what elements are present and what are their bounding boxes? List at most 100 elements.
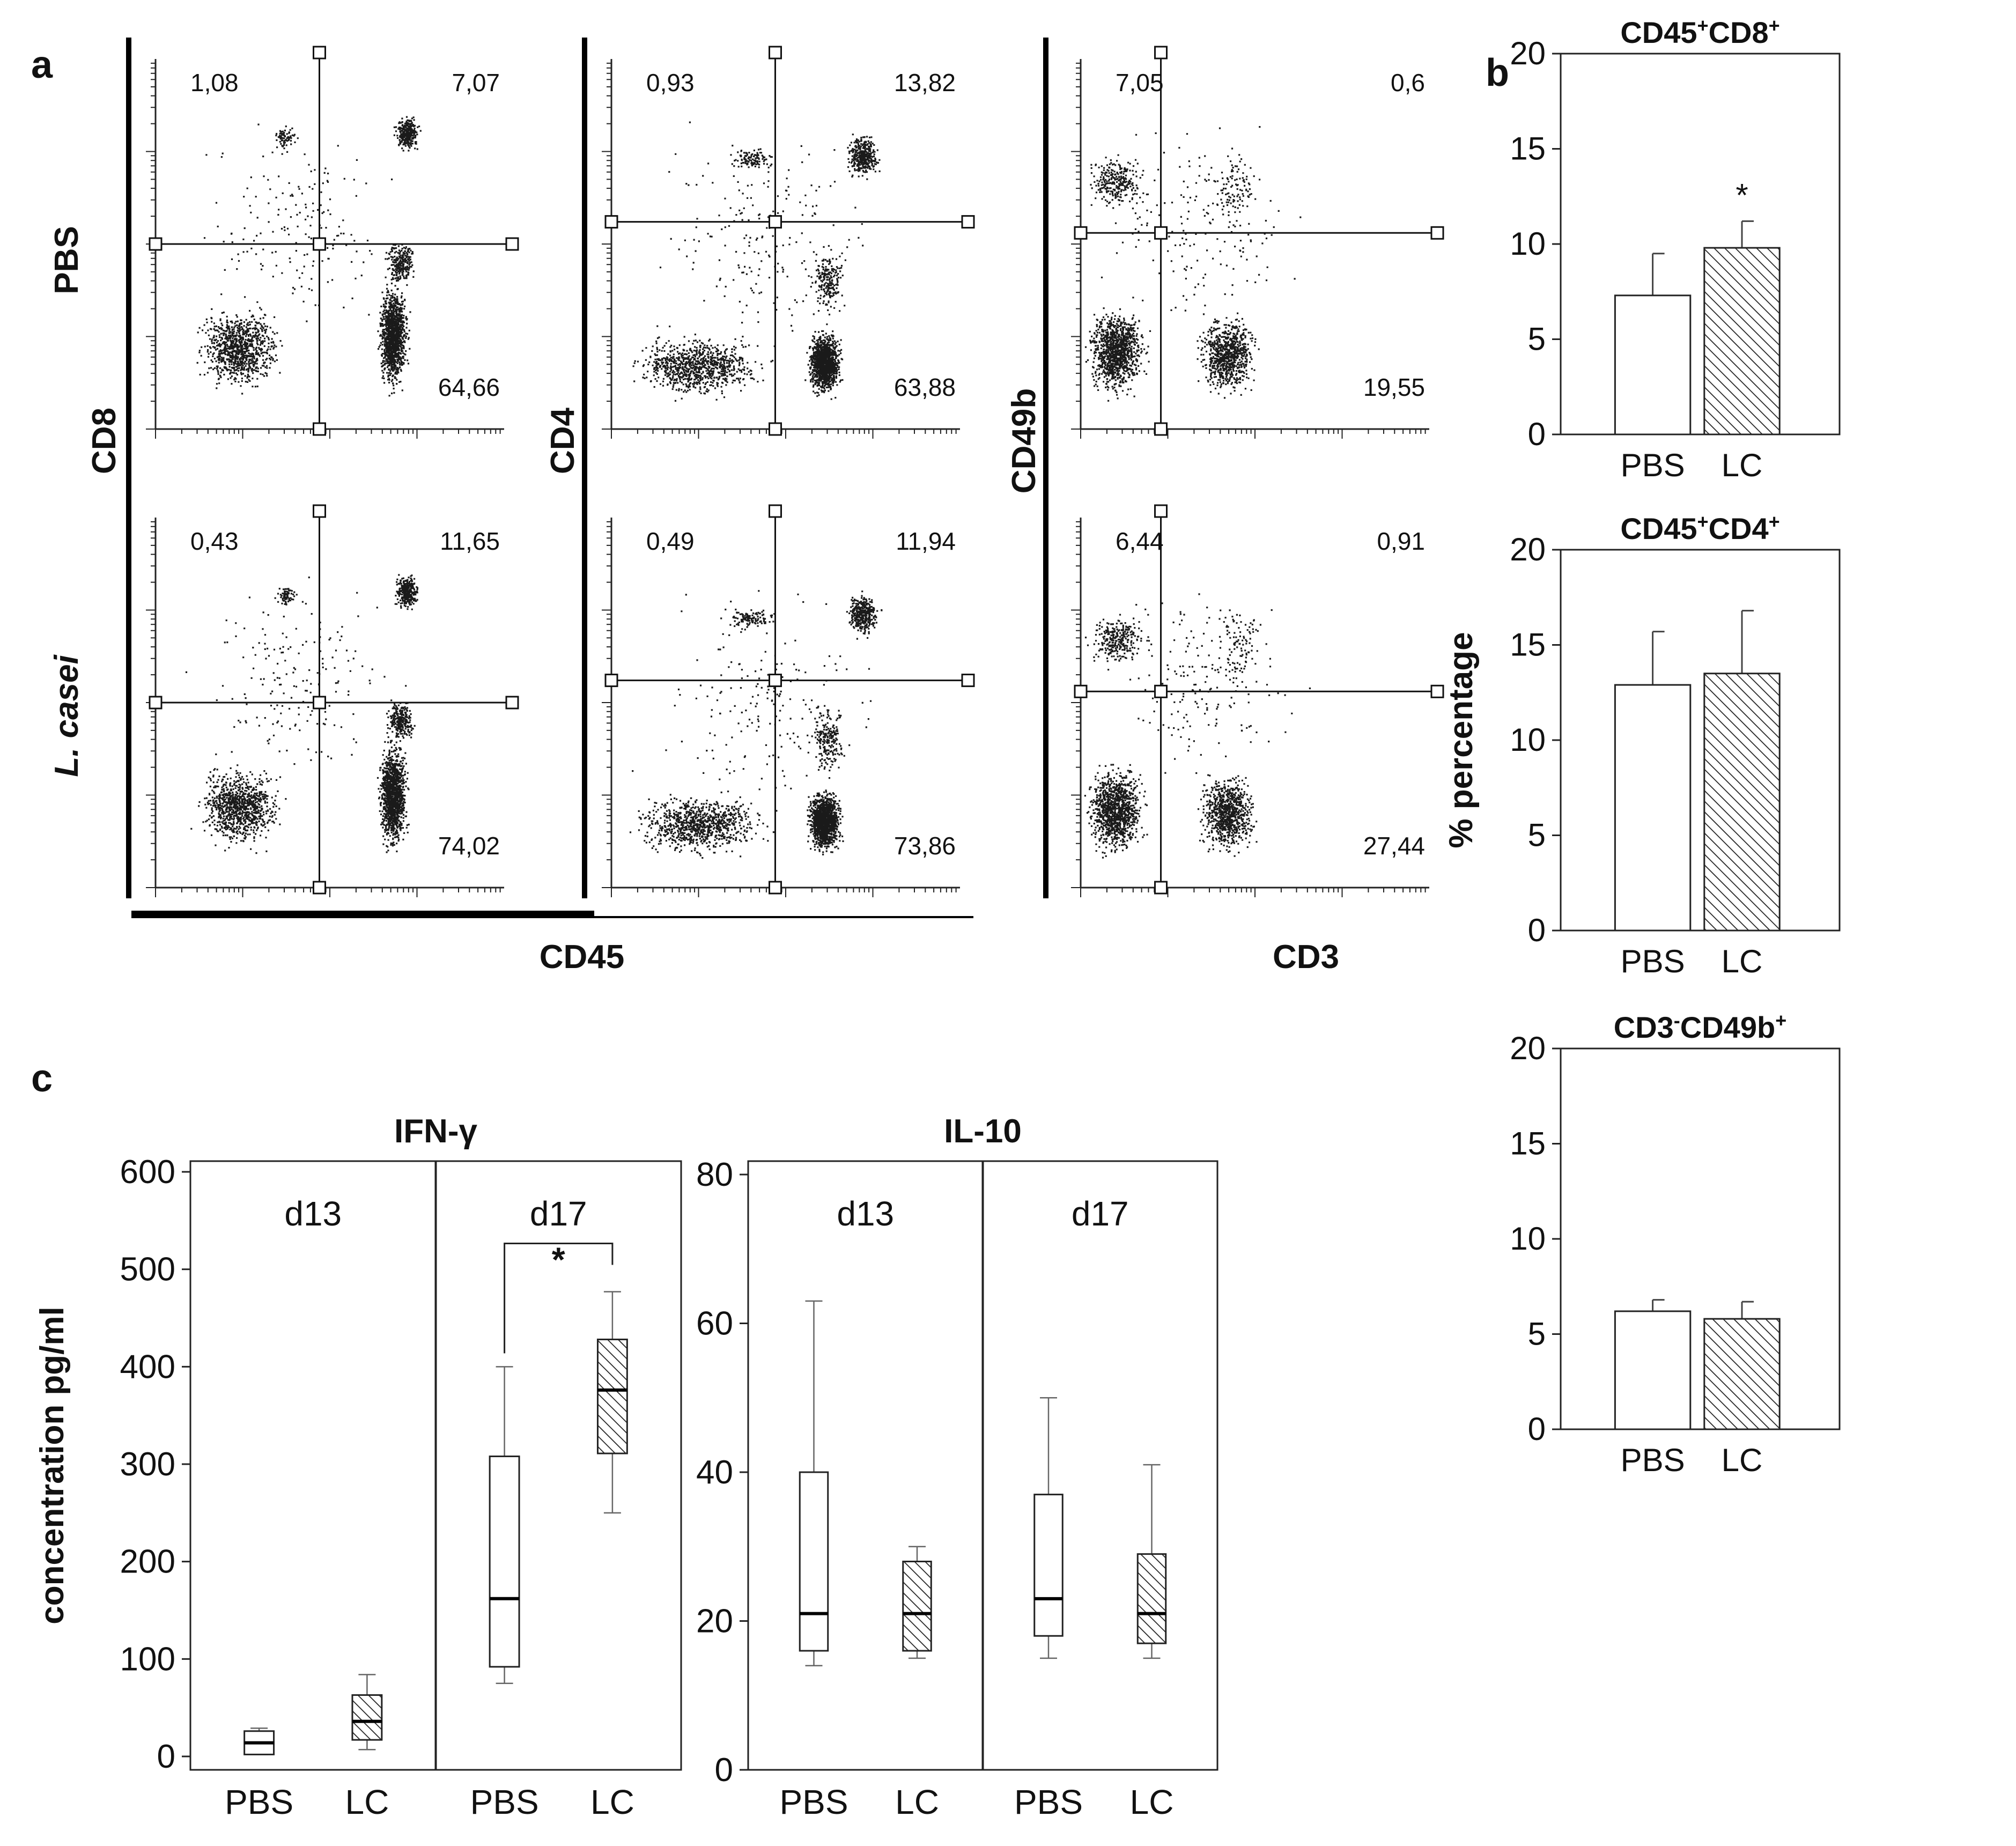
- bar-chart-panel: CD45+CD8+ 0 5 10 15 20 PBS LC * CD45+CD4+ 0 5 10 15 20…: [1443, 14, 1841, 1478]
- y-tick-label: 20: [1510, 35, 1546, 71]
- y-tick-label: 100: [120, 1641, 175, 1678]
- panel-label-a: a: [31, 43, 53, 86]
- group-label: d17: [530, 1194, 587, 1233]
- y-tick-label: 5: [1528, 1316, 1546, 1352]
- gate-handle: [313, 504, 326, 518]
- y-tick-label: 200: [120, 1544, 175, 1581]
- x-tick-label: PBS: [225, 1783, 293, 1821]
- flow-plot-cd8-row2: 0,43 11,65 74,02: [146, 504, 519, 897]
- bar-lc: [1703, 1318, 1781, 1430]
- gate-handle: [961, 215, 975, 229]
- chart-title: CD3-CD49b+: [1614, 1009, 1786, 1044]
- box-chart-2: IL-10 0 20 40 60 80 d13 PBS LC d17 PBS LC: [696, 1113, 1219, 1821]
- y-tick-label: 10: [1510, 226, 1546, 262]
- x-tick-label: LC: [590, 1783, 634, 1821]
- y-tick-label: 600: [120, 1154, 175, 1191]
- scatter-events: [185, 574, 419, 854]
- gate-handle: [505, 696, 519, 710]
- axis-ticks: [1071, 62, 1426, 439]
- y-tick-label: 40: [696, 1454, 733, 1491]
- y-tick-label: 300: [120, 1446, 175, 1483]
- axis-ticks: [1071, 521, 1426, 897]
- bar-pbs: [1614, 294, 1692, 435]
- gate-handle: [1154, 46, 1168, 60]
- axis-ticks: [146, 62, 501, 439]
- panel-label-c: c: [31, 1057, 53, 1100]
- gate-handle: [313, 46, 326, 60]
- gate-handle: [1154, 684, 1168, 698]
- quadrant-upper-right-value: 0,91: [1377, 527, 1425, 555]
- x-tick-label: LC: [1722, 943, 1763, 979]
- box-chart-1: IFN-γ 0 100 200 300 400 500 600 d13 PBS LC d17 PBS LC…: [34, 1113, 682, 1821]
- bar-lc: [1703, 673, 1781, 932]
- gate-handle: [313, 881, 326, 895]
- x-tick-label: LC: [1722, 447, 1763, 483]
- quadrant-lower-right-value: 63,88: [894, 373, 956, 401]
- axis-ticks: [602, 62, 957, 439]
- box-lc-d17: [1136, 1553, 1167, 1644]
- quadrant-lower-right-value: 27,44: [1363, 832, 1425, 860]
- scatter-events: [629, 590, 883, 859]
- significance-marker: *: [1736, 177, 1748, 213]
- row-label-l-casei: L. casei: [48, 654, 85, 777]
- x-tick-label: LC: [1130, 1783, 1174, 1821]
- y-axis-label: % percentage: [1443, 632, 1480, 848]
- flow-plot-cd8-row1: 1,08 7,07 64,66: [146, 46, 519, 439]
- gate-handle: [769, 46, 782, 60]
- y-tick-label: 60: [696, 1305, 733, 1342]
- gate-handle: [313, 696, 326, 710]
- flow-plot-cd49b-row2: 6,44 0,91 27,44: [1071, 504, 1444, 897]
- chart-title: IFN-γ: [394, 1113, 478, 1150]
- gate-handle: [313, 237, 326, 251]
- group-label: d13: [284, 1194, 342, 1233]
- quadrant-upper-right-value: 0,6: [1391, 69, 1425, 97]
- box-lc-d13: [351, 1694, 383, 1741]
- scatter-events: [196, 116, 422, 397]
- y-tick-label: 5: [1528, 817, 1546, 853]
- y-tick-label: 10: [1510, 722, 1546, 758]
- gate-handle: [604, 674, 618, 688]
- box-pbs-d13: [799, 1471, 829, 1652]
- gate-handle: [769, 881, 782, 895]
- x-tick-label: LC: [1722, 1442, 1763, 1478]
- y-axis-label: concentration pg/ml: [34, 1306, 71, 1624]
- y-tick-label: 10: [1510, 1221, 1546, 1257]
- y-tick-label: 0: [715, 1752, 733, 1789]
- bar-chart-3: CD3-CD49b+ 0 5 10 15 20 PBS LC: [1510, 1009, 1841, 1478]
- bar-chart-2: CD45+CD4+ 0 5 10 15 20 PBS LC % percentage: [1443, 511, 1841, 979]
- y-tick-label: 15: [1510, 627, 1546, 663]
- axis-ticks: [146, 521, 501, 897]
- x-tick-label: PBS: [1621, 1442, 1685, 1478]
- box-pbs-d17: [1033, 1494, 1064, 1637]
- gate-handle: [149, 237, 163, 251]
- gate-handle: [769, 422, 782, 436]
- gate-handle: [1074, 226, 1088, 240]
- plot-frame: [1560, 549, 1841, 932]
- box-lc-d13: [902, 1561, 932, 1652]
- x-tick-label: PBS: [470, 1783, 539, 1821]
- y-marker-cd4: CD4: [544, 407, 581, 474]
- x-tick-label: PBS: [779, 1783, 848, 1821]
- flow-cytometry-panel: PBS L. casei CD8 CD4 CD49b CD45 CD3 1,08…: [48, 38, 1444, 976]
- bar-lc: [1703, 247, 1781, 435]
- row-label-pbs: PBS: [48, 226, 85, 294]
- group-label: d17: [1072, 1194, 1129, 1233]
- quadrant-upper-right-value: 7,07: [452, 69, 500, 97]
- flow-plot-cd4-row2: 0,49 11,94 73,86: [602, 504, 975, 897]
- bar-pbs: [1614, 684, 1692, 932]
- x-tick-label: PBS: [1621, 447, 1685, 483]
- quadrant-upper-left-value: 0,93: [646, 69, 695, 97]
- flow-plot-cd49b-row1: 7,05 0,6 19,55: [1071, 46, 1444, 439]
- quadrant-upper-left-value: 7,05: [1116, 69, 1164, 97]
- y-tick-label: 20: [696, 1603, 733, 1640]
- quadrant-lower-right-value: 64,66: [438, 373, 500, 401]
- bar-pbs: [1614, 1310, 1692, 1430]
- group-label: d13: [837, 1194, 894, 1233]
- gate-handle: [1074, 684, 1088, 698]
- box-lc-d17: [596, 1338, 628, 1454]
- quadrant-upper-right-value: 11,65: [440, 527, 500, 555]
- y-tick-label: 400: [120, 1348, 175, 1385]
- y-tick-label: 0: [1528, 416, 1546, 452]
- bar-chart-1: CD45+CD8+ 0 5 10 15 20 PBS LC *: [1510, 14, 1841, 483]
- y-tick-label: 500: [120, 1251, 175, 1288]
